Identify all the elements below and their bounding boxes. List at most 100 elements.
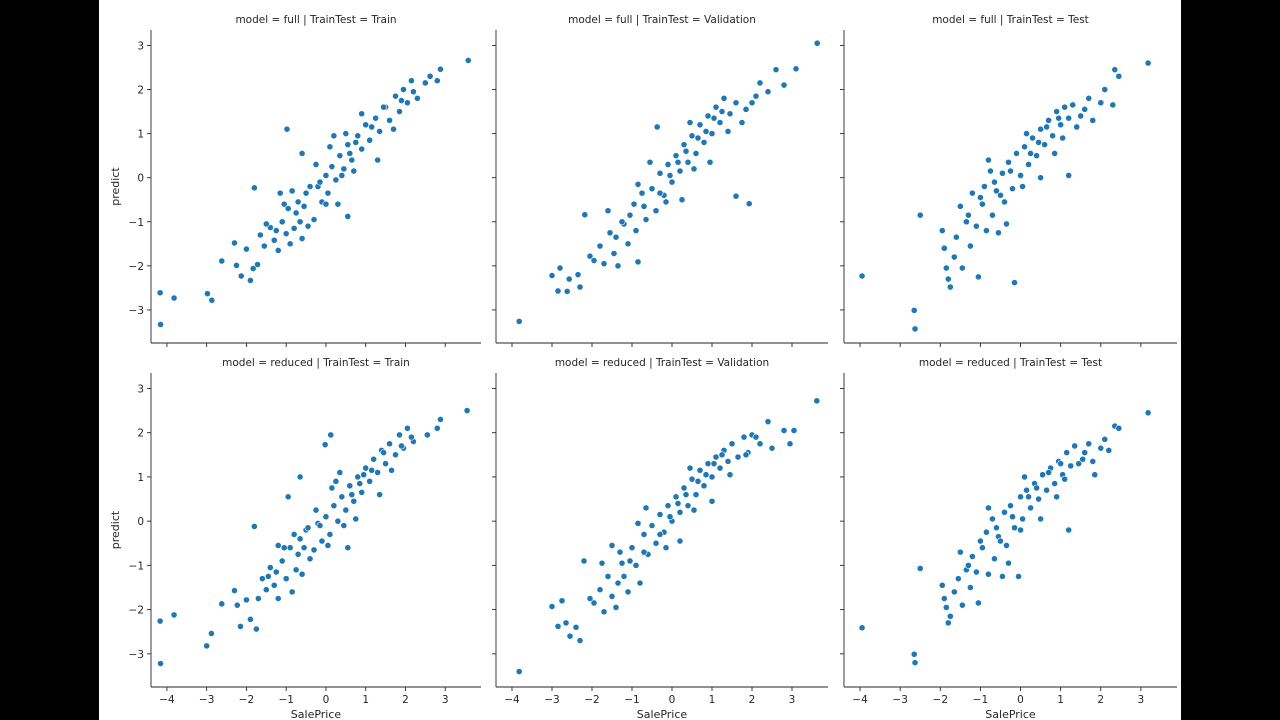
scatter-point	[278, 557, 286, 565]
scatter-point	[756, 79, 764, 87]
x-tick-label: −3	[199, 694, 214, 706]
scatter-point	[614, 579, 622, 587]
scatter-point	[954, 575, 962, 583]
facet-panel: model = reduced | TrainTest = Test −4 −3 −2…	[840, 357, 1177, 720]
scatter-point	[700, 139, 708, 146]
scatter-point	[712, 103, 720, 111]
scatter-point	[686, 119, 694, 126]
scatter-point	[421, 79, 429, 87]
scatter-point	[1033, 152, 1040, 160]
scatter-point	[648, 522, 656, 529]
scatter-point	[1017, 526, 1024, 534]
scatter-point	[1144, 409, 1152, 417]
scatter-point	[653, 123, 661, 131]
scatter-point	[1055, 114, 1063, 122]
facet-panel: model = full | TrainTest = Train −3 −2 −1 0 1…	[109, 14, 481, 347]
scatter-point	[203, 642, 211, 650]
scatter-point	[686, 464, 694, 472]
scatter-point	[156, 617, 164, 625]
scatter-point	[327, 431, 335, 439]
scatter-point	[696, 466, 704, 474]
scatter-point	[322, 513, 330, 521]
scatter-point	[634, 180, 642, 188]
facet-title: model = reduced | TrainTest = Test	[919, 357, 1102, 369]
scatter-point	[620, 573, 628, 580]
scatter-point	[423, 431, 431, 439]
scatter-point	[338, 493, 346, 501]
facet-title: model = full | TrainTest = Test	[932, 14, 1089, 26]
scatter-point	[684, 158, 692, 166]
scatter-point	[1017, 493, 1024, 501]
scatter-point	[358, 145, 366, 153]
scatter-point	[682, 147, 690, 155]
scatter-point	[950, 253, 958, 261]
scatter-point	[630, 200, 638, 208]
y-tick-label: 2	[137, 85, 144, 97]
scatter-point	[258, 575, 266, 583]
x-tick-label: 0	[669, 694, 676, 706]
scatter-point	[1013, 150, 1020, 157]
scatter-point	[1009, 513, 1016, 521]
scatter-point	[656, 511, 664, 518]
scatter-point	[708, 130, 716, 137]
scatter-point	[1053, 108, 1061, 115]
scatter-point	[964, 211, 972, 219]
y-tick-label: −3	[129, 649, 144, 661]
scatter-point	[692, 491, 700, 499]
scatter-point	[300, 202, 308, 210]
scatter-point	[396, 108, 403, 115]
scatter-point	[1019, 515, 1026, 523]
scatter-point	[983, 227, 990, 234]
x-tick-label: 0	[323, 694, 330, 706]
scatter-point	[262, 220, 270, 228]
scatter-point	[292, 566, 300, 574]
scatter-point	[666, 513, 674, 521]
scatter-point	[581, 211, 589, 219]
x-tick-label: 2	[402, 694, 409, 706]
x-axis-label: SalePrice	[637, 708, 688, 720]
scatter-point	[708, 497, 716, 505]
scatter-point	[586, 252, 594, 260]
scatter-point	[1051, 150, 1059, 157]
scatter-point	[1043, 123, 1051, 131]
scatter-point	[688, 475, 696, 483]
scatter-point	[1033, 484, 1040, 492]
x-tick-label: −2	[933, 694, 948, 706]
scatter-point	[624, 240, 632, 248]
y-axis-label: predict	[109, 167, 122, 206]
scatter-point	[626, 211, 634, 219]
scatter-point	[556, 264, 564, 272]
scatter-point	[233, 601, 241, 609]
scatter-point	[352, 515, 360, 523]
x-tick-label: −1	[278, 694, 293, 706]
scatter-point	[204, 290, 211, 298]
x-axis-label: SalePrice	[291, 708, 342, 720]
x-tick-label: −2	[584, 694, 599, 706]
scatter-point	[1063, 449, 1071, 457]
scatter-point	[366, 477, 374, 485]
scatter-point	[282, 230, 290, 238]
scatter-point	[310, 546, 318, 554]
scatter-point	[157, 321, 164, 328]
scatter-point	[515, 668, 523, 675]
scatter-point	[1025, 161, 1032, 168]
scatter-point	[596, 242, 604, 250]
scatter-point	[294, 550, 302, 558]
scatter-point	[290, 531, 298, 538]
scatter-point	[316, 178, 324, 186]
scatter-point	[993, 524, 1000, 532]
scatter-point	[1023, 130, 1030, 137]
scatter-point	[786, 440, 794, 448]
scatter-point	[400, 86, 407, 93]
scatter-point	[392, 451, 399, 459]
scatter-point	[266, 564, 274, 571]
x-tick-label: −4	[159, 694, 175, 706]
scatter-point	[610, 250, 618, 257]
scatter-point	[1097, 99, 1105, 107]
y-tick-label: −1	[129, 560, 144, 572]
scatter-point	[332, 176, 340, 184]
x-tick-label: 3	[1138, 694, 1145, 706]
scatter-point	[328, 484, 336, 492]
scatter-point	[734, 453, 742, 461]
scatter-point	[404, 99, 411, 107]
